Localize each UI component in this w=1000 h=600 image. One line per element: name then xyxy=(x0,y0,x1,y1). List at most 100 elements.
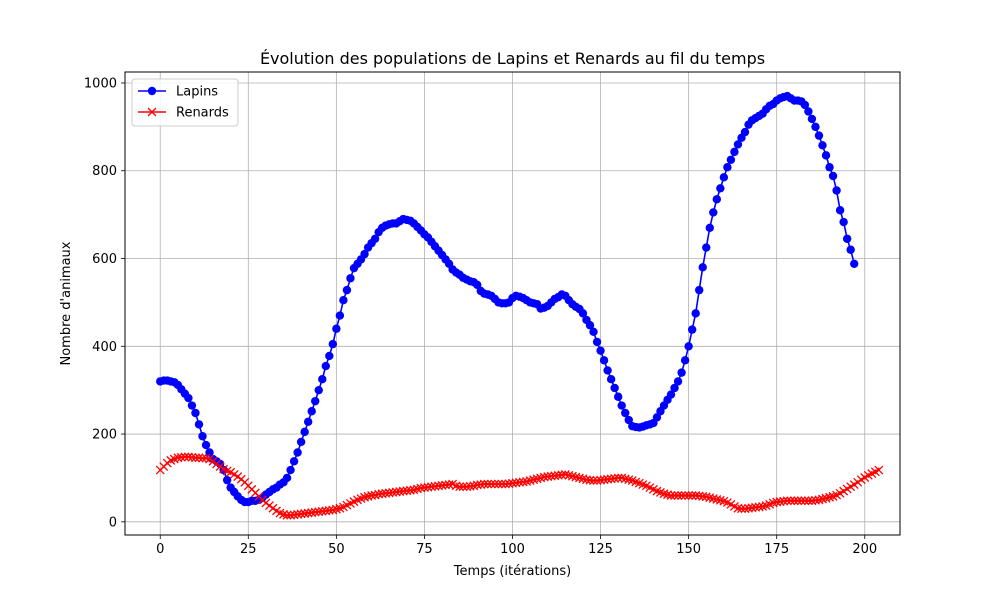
data-point-renards xyxy=(564,470,574,480)
data-point-renards xyxy=(779,496,789,506)
data-point-renards xyxy=(367,491,377,500)
y-tick-label: 1000 xyxy=(84,76,117,91)
y-tick-label: 800 xyxy=(92,164,117,179)
data-point-lapins xyxy=(339,296,348,305)
data-point-renards xyxy=(687,491,697,500)
data-point-renards xyxy=(567,471,577,481)
data-point-renards xyxy=(789,496,799,506)
data-point-lapins xyxy=(311,396,320,406)
data-point-lapins xyxy=(687,325,697,334)
data-point-renards xyxy=(803,496,813,506)
data-point-lapins xyxy=(705,223,714,232)
data-point-lapins xyxy=(201,440,211,450)
x-tick-label: 50 xyxy=(328,542,345,557)
data-point-renards xyxy=(620,474,630,484)
data-point-lapins xyxy=(307,407,316,416)
data-point-renards xyxy=(458,482,468,492)
data-point-renards xyxy=(476,480,486,489)
data-point-lapins xyxy=(716,184,725,193)
series-renards xyxy=(155,452,884,520)
data-point-lapins xyxy=(702,243,711,252)
data-point-lapins xyxy=(187,401,197,410)
chart-title: Évolution des populations de Lapins et R… xyxy=(260,49,765,68)
data-point-lapins xyxy=(652,413,662,422)
data-point-renards xyxy=(486,479,496,489)
data-point-renards xyxy=(282,510,292,520)
data-point-renards xyxy=(874,465,884,475)
y-axis-label: Nombre d'animaux xyxy=(59,241,74,365)
data-point-lapins xyxy=(191,408,200,418)
data-point-renards xyxy=(529,475,539,485)
data-point-renards xyxy=(363,491,373,501)
data-point-lapins xyxy=(198,432,207,441)
x-tick-label: 25 xyxy=(240,542,257,557)
legend: Lapins Renards xyxy=(131,78,239,127)
data-point-lapins xyxy=(585,321,595,330)
data-point-lapins xyxy=(205,448,214,457)
data-point-lapins xyxy=(289,457,299,466)
data-point-renards xyxy=(194,453,204,463)
data-point-lapins xyxy=(342,285,352,295)
data-point-lapins xyxy=(346,274,355,283)
data-point-lapins xyxy=(592,337,602,347)
data-point-lapins xyxy=(818,141,827,150)
x-tick-label: 175 xyxy=(764,542,789,557)
data-point-renards xyxy=(659,489,669,499)
data-point-lapins xyxy=(194,420,204,429)
data-point-lapins xyxy=(599,356,609,365)
data-point-lapins xyxy=(670,383,679,393)
data-point-renards xyxy=(782,496,792,506)
data-point-renards xyxy=(585,475,595,485)
data-point-lapins xyxy=(677,368,686,377)
data-point-renards xyxy=(176,452,186,462)
data-point-lapins xyxy=(282,473,292,483)
data-point-renards xyxy=(624,475,634,485)
data-point-lapins xyxy=(740,127,750,137)
data-point-renards xyxy=(187,452,197,462)
data-point-lapins xyxy=(610,383,619,393)
data-point-renards xyxy=(483,479,493,489)
x-tick-label: 200 xyxy=(852,542,877,557)
data-point-renards xyxy=(493,479,503,489)
data-point-lapins xyxy=(314,385,323,395)
data-point-renards xyxy=(465,481,475,491)
data-point-renards xyxy=(821,493,831,503)
data-point-renards xyxy=(455,482,465,492)
data-point-renards xyxy=(754,502,764,512)
data-point-lapins xyxy=(673,377,683,386)
data-point-lapins xyxy=(624,415,633,425)
data-point-lapins xyxy=(328,339,338,349)
data-point-renards xyxy=(684,491,694,500)
data-point-renards xyxy=(331,504,341,514)
data-point-lapins xyxy=(613,392,623,401)
y-tick-label: 600 xyxy=(92,252,117,267)
data-point-lapins xyxy=(800,100,810,110)
data-point-renards xyxy=(490,479,500,489)
data-point-renards xyxy=(574,473,584,483)
data-point-lapins xyxy=(832,186,841,195)
data-point-renards xyxy=(190,453,200,463)
data-point-renards xyxy=(617,473,627,483)
y-tick-label: 0 xyxy=(109,515,117,530)
data-point-lapins xyxy=(293,448,302,457)
data-point-lapins xyxy=(296,437,306,447)
data-point-renards xyxy=(497,479,507,489)
data-point-renards xyxy=(360,492,370,502)
data-point-renards xyxy=(733,503,743,513)
data-point-renards xyxy=(522,476,532,486)
data-point-renards xyxy=(571,472,581,482)
data-point-lapins xyxy=(726,155,736,164)
data-point-renards xyxy=(578,474,588,484)
data-point-renards xyxy=(525,476,535,486)
data-point-lapins xyxy=(666,390,676,399)
data-point-lapins xyxy=(825,163,834,172)
legend-marker-lapins xyxy=(147,86,157,96)
data-point-renards xyxy=(796,496,806,506)
legend-label-renards: Renards xyxy=(176,106,229,121)
data-point-renards xyxy=(708,494,718,504)
data-point-renards xyxy=(201,453,211,463)
data-point-renards xyxy=(768,498,778,508)
data-point-renards xyxy=(737,504,746,514)
legend-marker-renards xyxy=(147,107,157,117)
data-point-lapins xyxy=(300,427,309,437)
